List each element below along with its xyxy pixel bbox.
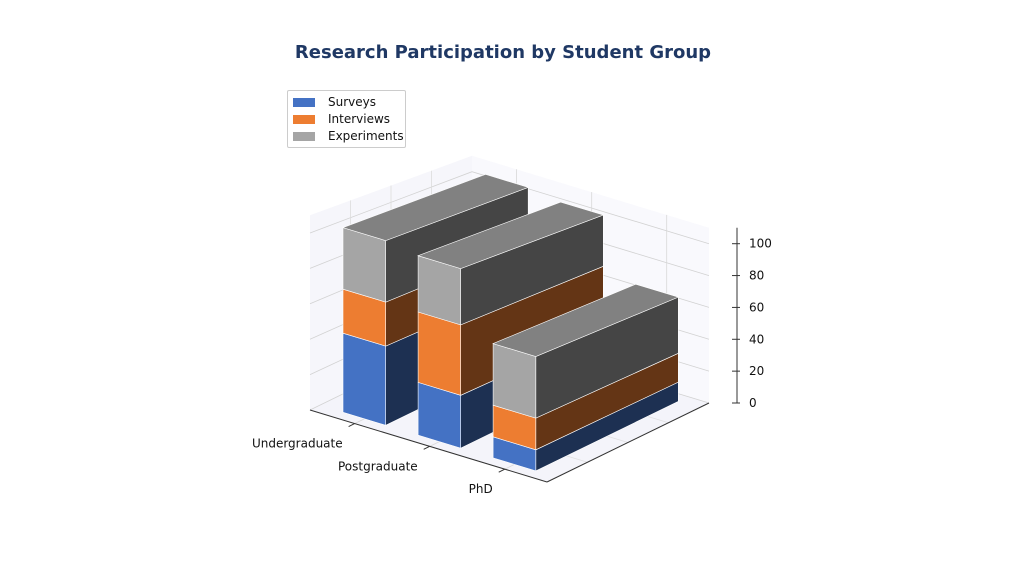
legend-item-experiments: Experiments: [293, 129, 404, 143]
legend-label-experiments: Experiments: [328, 129, 404, 143]
legend-item-surveys: Surveys: [293, 95, 376, 109]
x-axis-line: [309, 409, 548, 483]
bar-top-face: [417, 201, 605, 269]
bar-front-face: [417, 311, 462, 396]
x-tick: [423, 445, 430, 450]
legend-label-surveys: Surveys: [328, 95, 376, 109]
x-tick-label: Postgraduate: [338, 459, 418, 473]
x-tick: [498, 468, 505, 473]
z-tick-label: 20: [749, 364, 764, 378]
legend-swatch-interviews: [293, 114, 315, 124]
z-tick-label: 40: [749, 332, 764, 346]
legend-swatch-experiments: [293, 131, 315, 141]
z-tick-label: 0: [749, 396, 757, 410]
bar-segment: [492, 352, 679, 451]
legend: Surveys Interviews Experiments: [287, 90, 406, 148]
bar-segment: [417, 201, 605, 326]
z-tick-label: 60: [749, 300, 764, 314]
bar-top-face: [492, 283, 680, 357]
z-tick-label: 100: [749, 237, 772, 251]
chart-title: Research Participation by Student Group: [294, 42, 712, 63]
x-tick: [348, 423, 355, 428]
legend-item-interviews: Interviews: [293, 112, 390, 126]
grid-line-z: [309, 171, 710, 245]
bar-segment: [492, 283, 680, 419]
z-tick-label: 80: [749, 269, 764, 283]
axes-group: 0 20 40 60 80 100 Undergraduate Postgraduate PhD: [252, 227, 772, 496]
legend-label-interviews: Interviews: [328, 112, 391, 126]
bars-group: [342, 174, 680, 472]
legend-swatch-surveys: [293, 97, 315, 107]
bar-top-face: [342, 174, 530, 241]
bar-front-face: [342, 332, 387, 426]
x-tick-label: PhD: [469, 482, 493, 496]
x-tick-label: Undergraduate: [252, 437, 343, 451]
y-axis-line: [546, 402, 710, 483]
